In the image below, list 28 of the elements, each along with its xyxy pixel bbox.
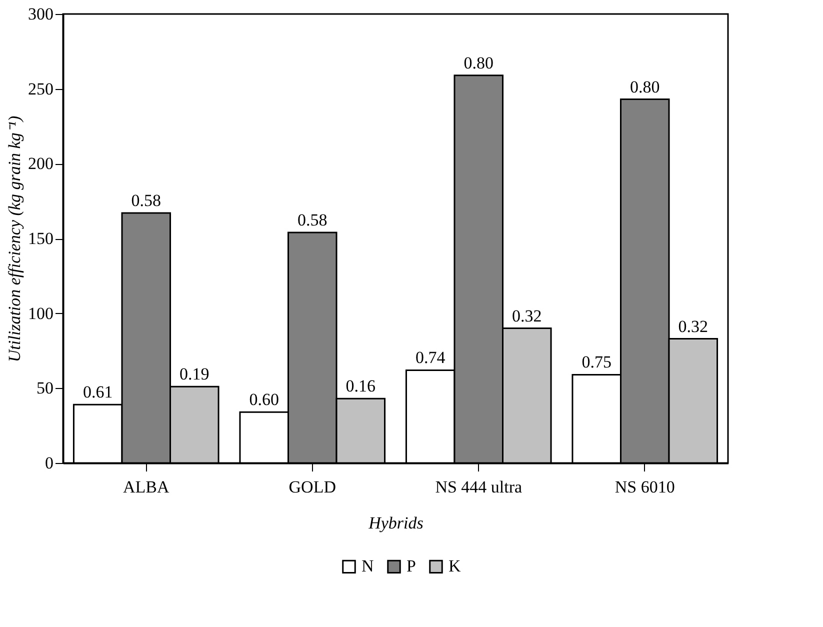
- x-tick-label: NS 6010: [614, 478, 675, 496]
- y-tick-label: 250: [28, 79, 54, 98]
- legend-label: N: [362, 556, 374, 576]
- annotation: 0.74: [415, 348, 446, 368]
- annotation: 0.58: [298, 210, 328, 230]
- annotation: 0.80: [464, 53, 494, 72]
- annotation: 0.80: [630, 77, 660, 96]
- x-tick-label: NS 444 ultra: [435, 478, 523, 496]
- annotation: 0.60: [249, 390, 279, 410]
- annotation: 0.19: [180, 364, 210, 384]
- annotation: 0.32: [678, 316, 708, 336]
- y-tick-label: 150: [28, 229, 54, 248]
- x-tick-label: GOLD: [288, 478, 336, 496]
- legend-label: K: [448, 556, 462, 576]
- x-tick-label: ALBA: [122, 478, 170, 496]
- x-axis-title: Hybrids: [368, 514, 424, 532]
- annotation: 0.61: [82, 382, 113, 402]
- y-axis-title: Utilization efficiency (kg grain kg⁻¹): [5, 116, 24, 362]
- y-tick-label: 100: [28, 304, 54, 323]
- annotation: 0.58: [131, 191, 161, 210]
- y-tick-label: 50: [36, 378, 54, 398]
- y-tick-label: 200: [28, 154, 54, 174]
- legend-label: P: [406, 556, 416, 576]
- y-tick-label: 0: [45, 454, 54, 472]
- y-tick-label: 300: [28, 4, 54, 24]
- annotation: 0.32: [512, 306, 542, 326]
- annotation: 0.16: [346, 376, 376, 396]
- annotation: 0.75: [582, 352, 612, 372]
